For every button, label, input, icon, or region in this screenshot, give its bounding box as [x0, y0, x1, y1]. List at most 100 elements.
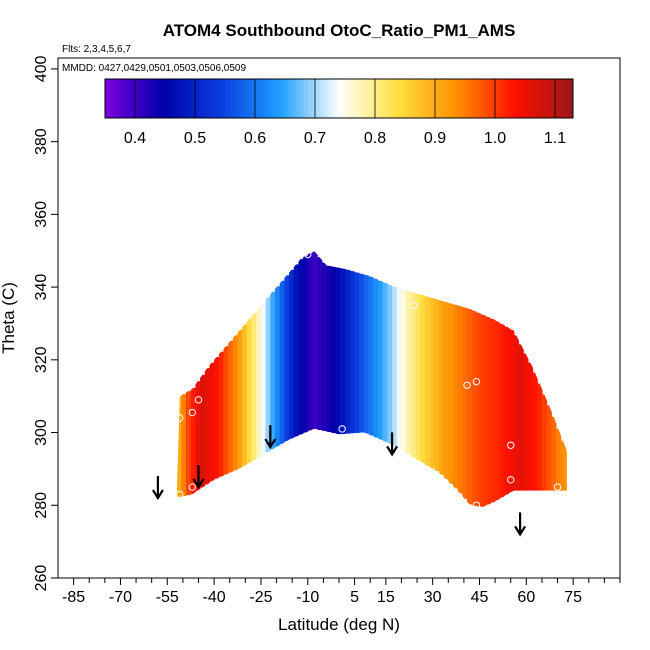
heat-column — [246, 318, 253, 463]
colorbar-segment — [202, 79, 207, 118]
colorbar-segment — [405, 79, 410, 118]
colorbar-segment — [288, 79, 293, 118]
heat-column — [190, 387, 196, 494]
colorbar-segment — [159, 79, 164, 118]
colorbar-segment — [284, 79, 289, 118]
colorbar-segment — [167, 79, 172, 118]
heat-column — [387, 284, 393, 444]
colorbar-segment — [537, 79, 543, 118]
x-tick-label: -55 — [156, 589, 179, 606]
heat-column — [260, 302, 267, 455]
x-tick-label: 45 — [471, 589, 489, 606]
colorbar-segment — [440, 79, 445, 118]
colorbar-segment — [331, 79, 336, 118]
heat-column — [476, 312, 482, 507]
sample-point — [410, 301, 418, 309]
colorbar-segment — [522, 79, 527, 118]
colorbar-segment — [502, 79, 508, 118]
colorbar-segment — [569, 79, 574, 118]
colorbar-segment — [198, 79, 203, 118]
colorbar-segment — [120, 79, 125, 118]
heat-column — [452, 304, 459, 489]
colorbar-segment — [549, 79, 554, 118]
colorbar-segment — [108, 79, 114, 118]
heat-column — [462, 307, 468, 499]
colorbar-segment — [545, 79, 551, 118]
heat-column — [457, 305, 463, 494]
colorbar-segment — [268, 79, 274, 118]
flights-label: Flts: 2,3,4,5,6,7 — [62, 44, 131, 55]
colorbar-tick-label: 0.4 — [124, 130, 146, 147]
colorbar-segment — [385, 79, 391, 118]
heat-column — [406, 290, 412, 455]
x-tick-label: -40 — [203, 589, 226, 606]
heat-column — [256, 308, 262, 458]
heat-column — [467, 308, 473, 505]
colorbar-segment — [366, 79, 371, 118]
heat-column — [349, 270, 356, 434]
arrow-head — [386, 445, 399, 457]
heat-column — [176, 396, 182, 498]
heat-column — [541, 394, 548, 491]
y-tick-label: 300 — [33, 419, 50, 446]
x-tick-label: 30 — [424, 589, 442, 606]
colorbar-segment — [389, 79, 395, 118]
dates-label: MMDD: 0427,0429,0501,0503,0506,0509 — [62, 63, 246, 74]
colorbar-segment — [397, 79, 402, 118]
colorbar-segment — [225, 79, 231, 118]
colorbar-segment — [323, 79, 328, 118]
colorbar-segment — [444, 79, 449, 118]
colorbar-segment — [479, 79, 484, 118]
heat-column — [317, 257, 323, 431]
colorbar-tick-label: 0.9 — [424, 130, 446, 147]
colorbar-segment — [124, 79, 129, 118]
sample-point — [176, 490, 184, 499]
x-axis-label: Latitude (deg N) — [278, 615, 400, 634]
heat-column — [265, 297, 271, 453]
arrow-head — [151, 489, 164, 501]
colorbar-segment — [249, 79, 254, 118]
colorbar-segment — [116, 79, 122, 118]
down-arrow-icon — [151, 476, 164, 501]
colorbar-segment — [346, 79, 352, 118]
colorbar-segment — [491, 79, 496, 118]
colorbar-segment — [378, 79, 383, 118]
heat-column — [495, 321, 501, 501]
heat-column — [331, 266, 337, 434]
colorbar-segment — [276, 79, 281, 118]
x-tick-label: 75 — [564, 589, 582, 606]
heat-column — [232, 335, 239, 471]
heat-column — [382, 282, 388, 442]
y-axis-label: Theta (C) — [0, 282, 18, 354]
down-arrow-icon — [264, 425, 277, 450]
heat-column — [565, 450, 567, 491]
heat-column — [209, 362, 215, 482]
heat-column — [523, 353, 529, 491]
heat-column — [401, 289, 407, 453]
colorbar-segment — [257, 79, 262, 118]
sample-point — [463, 381, 471, 389]
heat-column — [218, 351, 225, 477]
heat-column — [186, 391, 192, 496]
colorbar-segment — [140, 79, 145, 118]
colorbar-segment — [179, 79, 184, 118]
heat-column — [434, 299, 440, 472]
heat-column — [200, 374, 206, 488]
heat-column — [429, 297, 435, 469]
colorbar-segment — [214, 79, 219, 118]
colorbar-segment — [530, 79, 535, 118]
heat-column — [443, 301, 449, 480]
colorbar-segment — [327, 79, 332, 118]
x-tick-label: 60 — [517, 589, 535, 606]
colorbar-segment — [261, 79, 266, 118]
arrow-head — [192, 478, 205, 490]
colorbar-segment — [186, 79, 192, 118]
x-tick-label: 15 — [377, 589, 395, 606]
heat-column — [181, 393, 187, 497]
heat-column — [555, 428, 562, 491]
y-tick-label: 360 — [33, 201, 50, 228]
colorbar-segment — [237, 79, 242, 118]
colorbar-segment — [401, 79, 406, 118]
heat-column — [410, 292, 417, 458]
